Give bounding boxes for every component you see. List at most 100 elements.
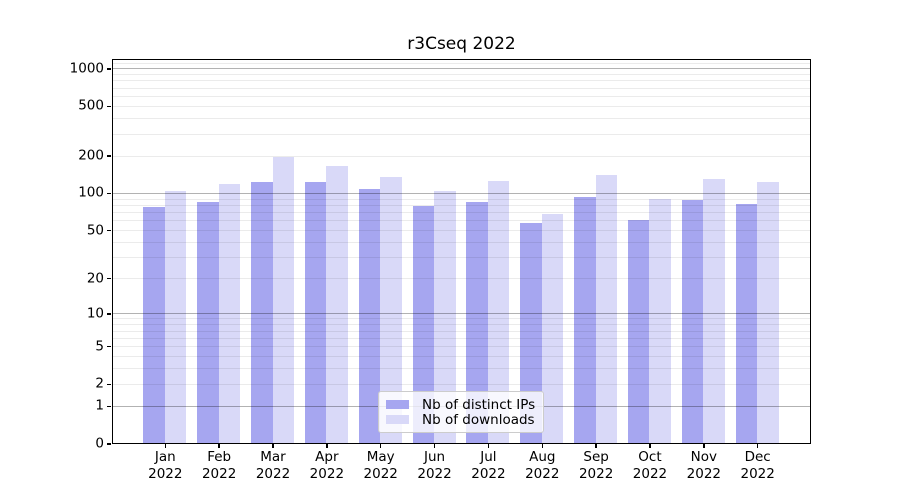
bar-feb-downloads xyxy=(218,184,241,444)
xtick-year: 2022 xyxy=(148,466,183,482)
xtick-year: 2022 xyxy=(363,466,398,482)
gridline-1100 xyxy=(113,63,810,65)
ytick-mark-10 xyxy=(107,313,111,315)
xtick-label-may: May 2022 xyxy=(349,449,413,483)
bar-mar-ips xyxy=(250,182,273,444)
ytick-label-50: 50 xyxy=(86,222,104,239)
ytick-mark-500 xyxy=(107,105,111,108)
xtick-year: 2022 xyxy=(686,466,721,482)
ytick-mark-2 xyxy=(107,383,111,386)
plot-area xyxy=(112,59,811,444)
bar-jan-ips xyxy=(143,206,165,444)
xtick-mark-apr xyxy=(326,444,328,448)
bar-apr-downloads xyxy=(326,165,348,444)
gridline-300 xyxy=(113,133,810,135)
ytick-label-2: 2 xyxy=(95,375,104,392)
xtick-label-mar: Mar 2022 xyxy=(241,449,305,483)
ytick-label-5: 5 xyxy=(95,338,104,355)
bar-feb-ips xyxy=(197,201,219,444)
xtick-label-jan: Jan 2022 xyxy=(133,449,197,483)
xtick-label-feb: Feb 2022 xyxy=(187,449,251,483)
xtick-mark-mar xyxy=(272,444,274,448)
ytick-label-100: 100 xyxy=(78,184,104,201)
gridline-600 xyxy=(113,96,810,98)
xtick-month: Nov xyxy=(690,449,717,465)
bar-sep-downloads xyxy=(595,174,618,444)
gridline-50 xyxy=(113,230,810,232)
gridline-10 xyxy=(113,313,810,315)
bar-jul-downloads xyxy=(487,181,510,444)
ytick-mark-1000 xyxy=(107,68,111,70)
legend-item-downloads: Nb of downloads xyxy=(386,411,535,428)
gridline-20 xyxy=(113,278,810,280)
ytick-label-20: 20 xyxy=(86,270,104,287)
gridline-90 xyxy=(113,198,810,200)
xtick-year: 2022 xyxy=(255,466,291,482)
xtick-year: 2022 xyxy=(578,466,614,482)
xtick-month: May xyxy=(366,449,395,465)
xtick-month: Aug xyxy=(529,449,556,465)
gridline-900 xyxy=(113,74,810,76)
bar-jun-ips xyxy=(412,206,435,444)
bar-nov-ips xyxy=(681,200,704,444)
xtick-mark-jun xyxy=(433,444,436,448)
xtick-year: 2022 xyxy=(471,466,506,482)
legend-label-distinct-ips: Nb of distinct IPs xyxy=(422,396,536,413)
xtick-month: Jan xyxy=(154,449,176,465)
legend-swatch-distinct-ips xyxy=(386,400,409,409)
xtick-label-nov: Nov 2022 xyxy=(672,449,736,483)
gridline-4 xyxy=(113,356,810,358)
xtick-month: Jul xyxy=(480,449,497,465)
xtick-label-oct: Oct 2022 xyxy=(618,449,682,483)
bar-aug-downloads xyxy=(541,213,564,444)
gridline-800 xyxy=(113,80,810,82)
ytick-mark-50 xyxy=(107,229,111,232)
bar-aug-ips xyxy=(520,223,542,444)
bar-may-ips xyxy=(358,188,381,444)
gridline-70 xyxy=(113,212,810,214)
ytick-label-10: 10 xyxy=(86,305,104,322)
gridline-8 xyxy=(113,324,810,326)
chart-title: r3Cseq 2022 xyxy=(407,34,516,54)
xtick-year: 2022 xyxy=(417,466,452,482)
bar-sep-ips xyxy=(574,196,596,444)
xtick-year: 2022 xyxy=(309,466,345,482)
gridline-5 xyxy=(113,346,810,348)
xtick-year: 2022 xyxy=(525,466,560,482)
legend: Nb of distinct IPs Nb of downloads xyxy=(378,391,544,433)
gridline-500 xyxy=(113,105,810,107)
bar-jun-downloads xyxy=(434,190,456,444)
gridline-700 xyxy=(113,87,810,89)
bar-oct-downloads xyxy=(649,198,671,444)
xtick-month: Jun xyxy=(424,449,446,465)
xtick-mark-jan xyxy=(164,444,167,448)
xtick-mark-jul xyxy=(487,444,490,448)
xtick-mark-oct xyxy=(649,444,651,448)
ytick-label-0: 0 xyxy=(95,435,104,452)
xtick-month: Dec xyxy=(744,449,771,465)
xtick-month: Apr xyxy=(315,449,339,465)
legend-swatch-downloads xyxy=(386,415,409,424)
ytick-label-500: 500 xyxy=(78,97,104,114)
ytick-mark-100 xyxy=(107,192,111,195)
bar-may-downloads xyxy=(380,177,402,444)
ytick-mark-200 xyxy=(107,155,111,157)
legend-label-downloads: Nb of downloads xyxy=(422,411,535,428)
gridline-400 xyxy=(113,118,810,120)
gridline-2 xyxy=(113,383,810,385)
xtick-mark-sep xyxy=(595,444,597,448)
bar-oct-ips xyxy=(627,220,650,444)
xtick-year: 2022 xyxy=(201,466,237,482)
ytick-label-1: 1 xyxy=(95,397,104,414)
gridline-30 xyxy=(113,257,810,259)
bar-mar-downloads xyxy=(272,157,295,444)
ytick-mark-1 xyxy=(107,405,111,408)
xtick-label-jul: Jul 2022 xyxy=(456,449,520,483)
gridline-80 xyxy=(113,204,810,206)
xtick-mark-dec xyxy=(756,444,759,448)
bar-jan-downloads xyxy=(164,190,187,444)
gridline-200 xyxy=(113,155,810,157)
bar-dec-downloads xyxy=(757,182,779,444)
xtick-mark-may xyxy=(379,444,382,448)
